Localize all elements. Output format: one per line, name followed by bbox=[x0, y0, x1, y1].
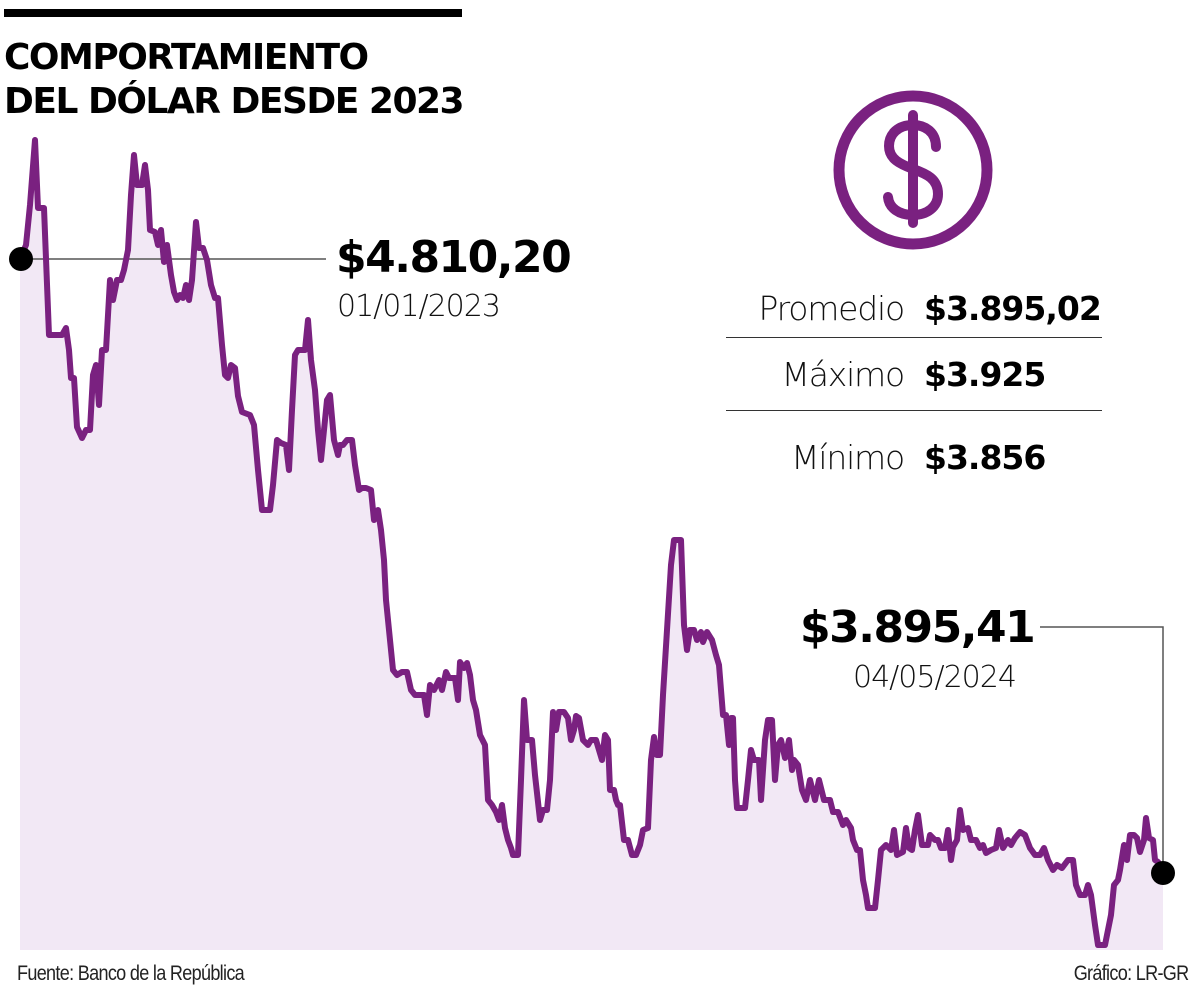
start-marker bbox=[9, 247, 33, 271]
stat-row-maximo: Máximo $3.925 bbox=[726, 338, 1102, 410]
stat-label: Máximo bbox=[781, 354, 905, 394]
chart-title-line2: DEL DÓLAR DESDE 2023 bbox=[4, 81, 465, 122]
stat-value: $3.925 bbox=[924, 354, 1046, 394]
end-marker bbox=[1151, 861, 1175, 885]
stat-label: Mínimo bbox=[791, 437, 905, 477]
stat-row-minimo: Mínimo $3.856 bbox=[726, 411, 1102, 503]
top-rule bbox=[4, 9, 462, 17]
start-date-label: 01/01/2023 bbox=[337, 289, 501, 324]
end-date-label: 04/05/2024 bbox=[853, 660, 1017, 695]
stat-row-promedio: Promedio $3.895,02 bbox=[726, 278, 1102, 338]
end-leader-line bbox=[1040, 626, 1164, 873]
dollar-coin-icon bbox=[833, 90, 993, 250]
price-line bbox=[17, 137, 1166, 948]
chart-title-line1: COMPORTAMIENTO bbox=[4, 37, 369, 78]
stat-label: Promedio bbox=[758, 288, 905, 328]
stat-value: $3.895,02 bbox=[924, 288, 1102, 328]
graphic-credit: Gráfico: LR-GR bbox=[1073, 962, 1188, 985]
stats-divider bbox=[726, 337, 1102, 338]
chart-title: COMPORTAMIENTO DEL DÓLAR DESDE 2023 bbox=[4, 36, 465, 124]
source-credit: Fuente: Banco de la República bbox=[17, 962, 245, 985]
start-value-label: $4.810,20 bbox=[336, 232, 572, 283]
stats-divider bbox=[726, 410, 1102, 411]
stat-value: $3.856 bbox=[924, 437, 1046, 477]
stats-panel: Promedio $3.895,02 Máximo $3.925 Mínimo … bbox=[726, 278, 1102, 503]
end-value-label: $3.895,41 bbox=[800, 602, 1036, 653]
